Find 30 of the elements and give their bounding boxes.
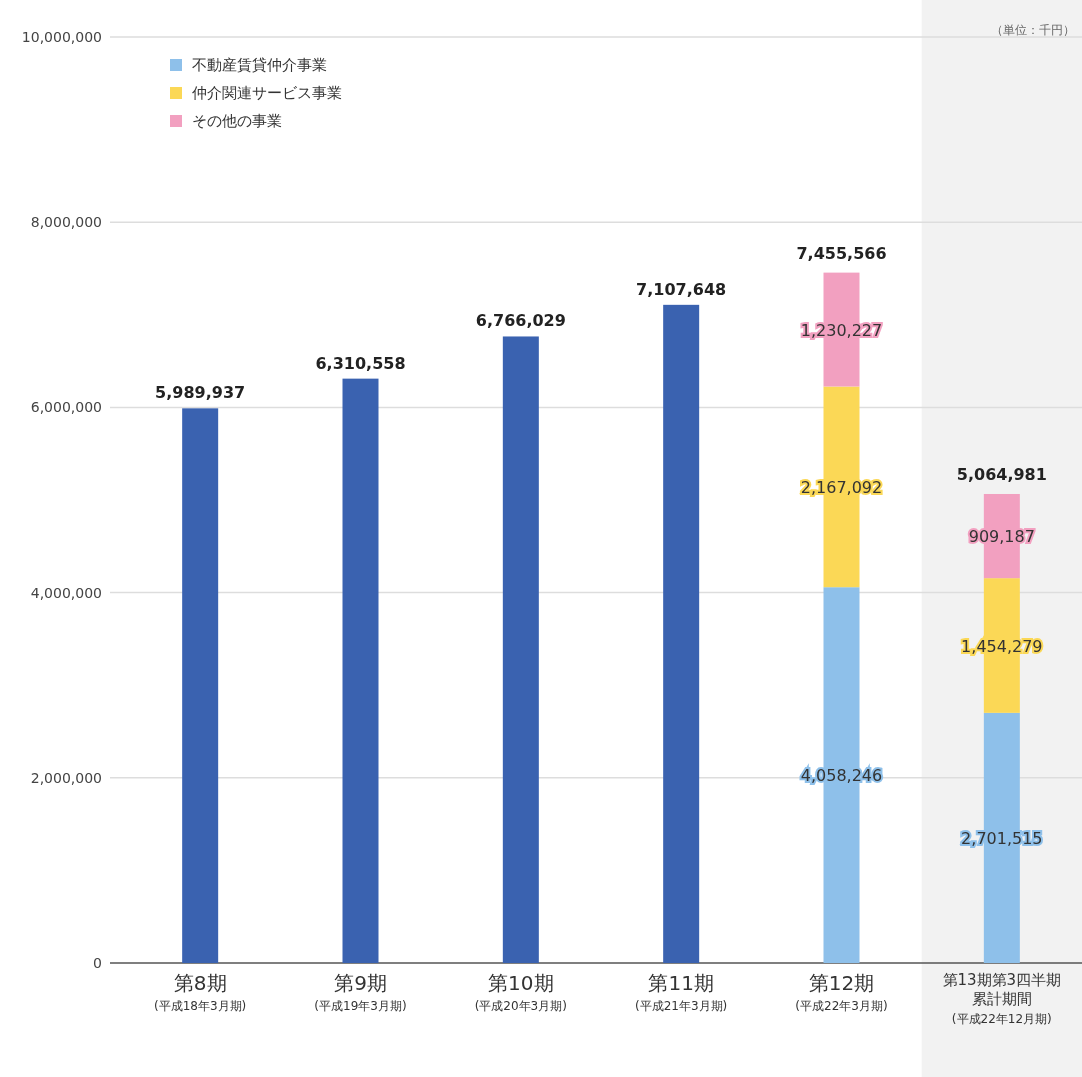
y-tick-label: 4,000,000	[30, 584, 102, 601]
legend-label: 仲介関連サービス事業	[192, 84, 342, 102]
data-label: 6,310,558	[315, 353, 406, 373]
x-tick-label: 第13期第3四半期累計期間 (平成22年12月期)	[941, 971, 1063, 1027]
x-tick-label: 第12期 (平成22年3月期)	[794, 971, 889, 1014]
data-label: 4,058,246	[800, 766, 883, 786]
data-label: 7,107,648	[636, 279, 727, 299]
y-tick-label: 8,000,000	[30, 214, 102, 231]
data-label: 909,187	[968, 527, 1035, 547]
data-label: 6,766,029	[475, 311, 566, 331]
y-tick-label: 10,000,000	[21, 29, 102, 45]
data-label: 5,989,937	[155, 383, 246, 403]
total-label: 5,064,981	[956, 464, 1047, 484]
data-label: 2,701,515	[961, 828, 1043, 848]
y-tick-label: 0	[93, 955, 102, 971]
x-tick-label: 第11期 (平成21年3月期)	[634, 971, 729, 1014]
legend-label: 不動産賃貸仲介事業	[192, 56, 327, 74]
bar	[502, 336, 539, 963]
legend-label: その他の事業	[192, 112, 282, 130]
y-tick-label: 6,000,000	[30, 399, 102, 416]
bar	[342, 378, 379, 963]
total-label: 7,455,566	[796, 243, 887, 263]
bar	[182, 408, 219, 963]
x-tick-label: 第10期 (平成20年3月期)	[473, 971, 568, 1014]
x-tick-label: 第9期 (平成19年3月期)	[313, 971, 408, 1014]
annotation: （単位：千円）	[991, 23, 1075, 37]
x-tick-label: 第8期 (平成18年3月期)	[153, 971, 248, 1014]
y-tick-label: 2,000,000	[30, 769, 102, 786]
bar	[663, 304, 700, 963]
data-label: 1,230,227	[800, 320, 883, 340]
